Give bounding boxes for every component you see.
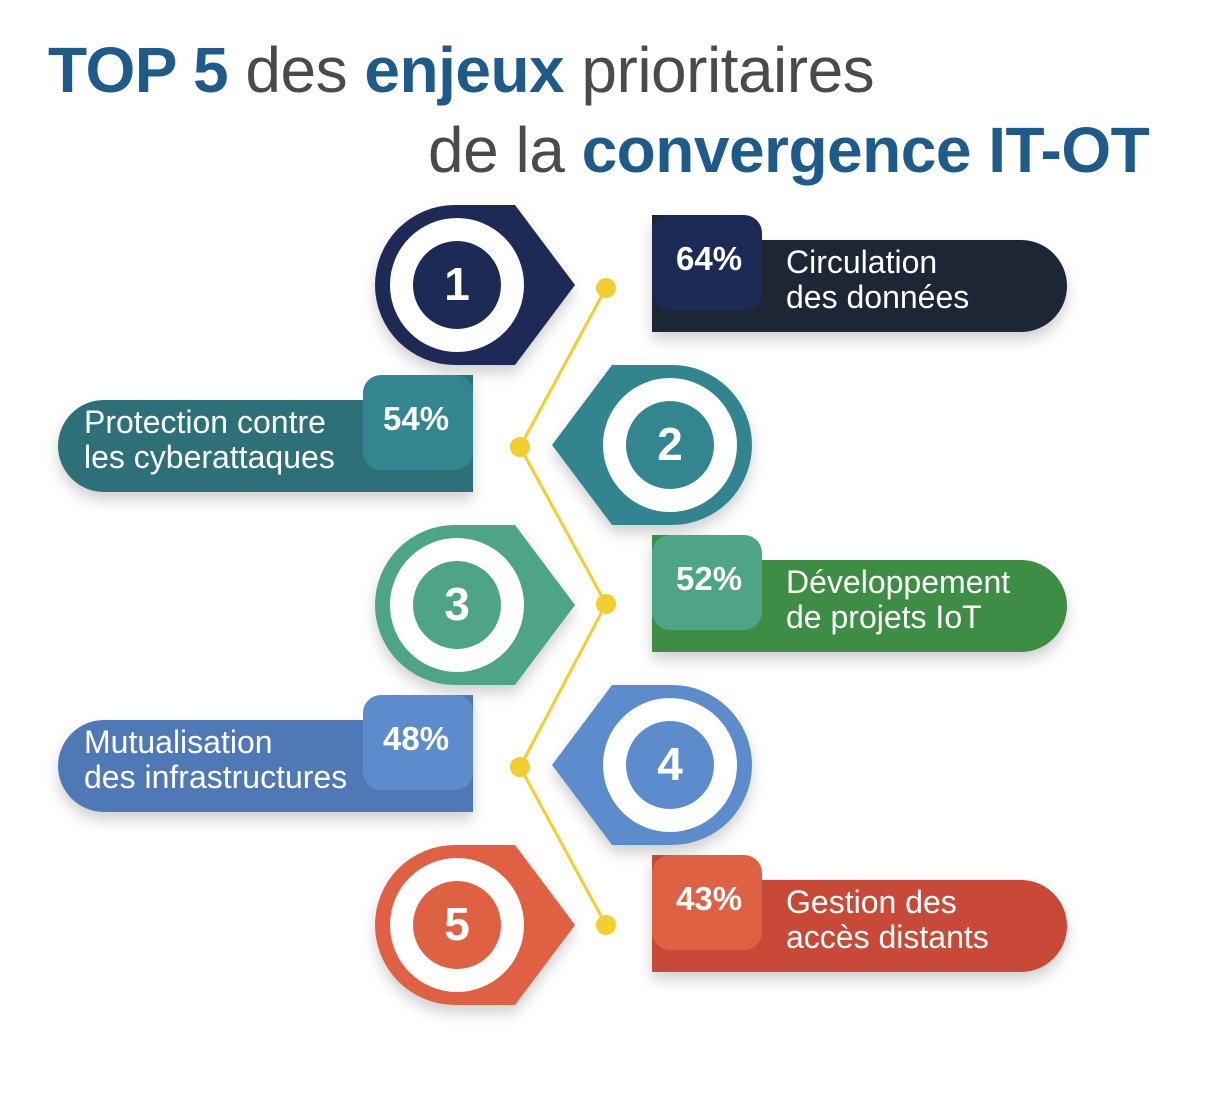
connector-dot-4: [510, 757, 530, 777]
label-line-1: Protection contre: [84, 404, 326, 440]
label-3: Développement de projets IoT: [786, 565, 1010, 635]
percent-5: 43%: [676, 880, 743, 917]
badge-core-5: [413, 881, 501, 969]
title-de-la: de la: [428, 114, 582, 186]
label-line-2: des infrastructures: [84, 759, 348, 795]
connector-dot-2: [510, 437, 530, 457]
connector-dot-5: [596, 915, 616, 935]
label-2: Protection contre les cyberattaques: [84, 405, 335, 475]
title-line-1: TOP 5 des enjeux prioritaires: [48, 38, 875, 102]
title-des: des: [228, 34, 365, 106]
percent-tab-3: [652, 535, 762, 630]
label-line-2: de projets IoT: [786, 599, 982, 635]
rank-number-5: 5: [444, 898, 470, 950]
item-1: [375, 205, 1067, 365]
label-line-1: Gestion des: [786, 884, 957, 920]
item-4: [58, 685, 752, 845]
percent-3: 52%: [676, 560, 743, 597]
items-group: [58, 205, 1067, 1005]
label-line-2: des données: [786, 279, 970, 315]
label-5: Gestion des accès distants: [786, 885, 989, 955]
label-line-1: Circulation: [786, 244, 938, 280]
percent-tab-5: [652, 855, 762, 950]
badge-core-3: [413, 561, 501, 649]
percent-2: 54%: [383, 400, 450, 437]
item-5: [375, 845, 1067, 1005]
label-line-1: Mutualisation: [84, 724, 273, 760]
label-1: Circulation des données: [786, 245, 969, 315]
badge-core-2: [626, 401, 714, 489]
percent-tab-2: [363, 375, 473, 470]
item-2: [58, 365, 752, 525]
title-convergence: convergence IT-OT: [581, 114, 1150, 186]
item-3: [375, 525, 1067, 685]
percent-tab-1: [652, 215, 762, 310]
title-enjeux: enjeux: [364, 34, 565, 106]
label-line-2: les cyberattaques: [84, 439, 335, 475]
title-top5: TOP 5: [48, 34, 229, 106]
percent-1: 64%: [676, 240, 743, 277]
rank-number-1: 1: [444, 258, 470, 310]
percent-4: 48%: [383, 720, 450, 757]
title-line-2: de la convergence IT-OT: [428, 118, 1150, 182]
badge-core-4: [626, 721, 714, 809]
connector-group: [510, 278, 616, 935]
title-prioritaires: prioritaires: [564, 34, 875, 106]
label-line-2: accès distants: [786, 919, 989, 955]
badge-core-1: [413, 241, 501, 329]
label-4: Mutualisation des infrastructures: [84, 725, 347, 795]
connector-dot-1: [596, 278, 616, 298]
rank-number-4: 4: [657, 738, 683, 790]
rank-number-2: 2: [657, 418, 683, 470]
label-line-1: Développement: [786, 564, 1011, 600]
connector-dot-3: [596, 594, 616, 614]
percent-tab-4: [363, 695, 473, 790]
rank-number-3: 3: [444, 578, 470, 630]
